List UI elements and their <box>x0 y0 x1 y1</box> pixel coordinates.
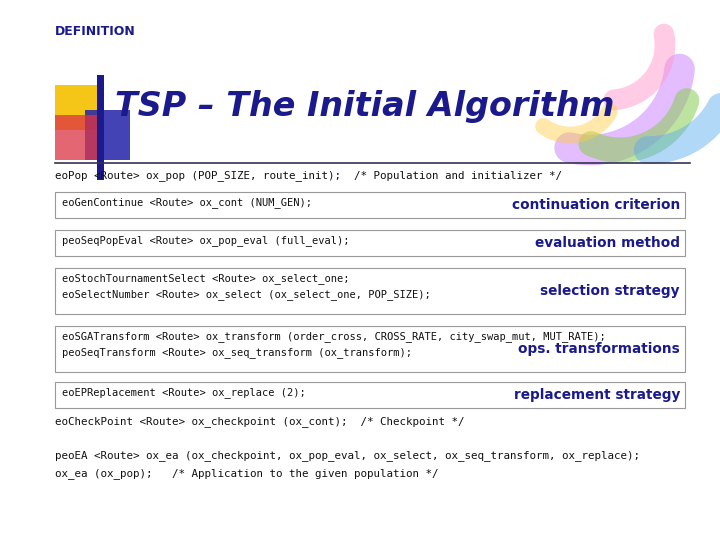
Text: selection strategy: selection strategy <box>541 284 680 298</box>
Text: peoSeqPopEval <Route> ox_pop_eval (full_eval);: peoSeqPopEval <Route> ox_pop_eval (full_… <box>62 235 349 246</box>
FancyBboxPatch shape <box>55 326 685 372</box>
Text: DEFINITION: DEFINITION <box>55 25 136 38</box>
Text: ops. transformations: ops. transformations <box>518 342 680 356</box>
Text: ox_ea (ox_pop);   /* Application to the given population */: ox_ea (ox_pop); /* Application to the gi… <box>55 468 438 479</box>
FancyBboxPatch shape <box>55 85 100 130</box>
Text: eoCheckPoint <Route> ox_checkpoint (ox_cont);  /* Checkpoint */: eoCheckPoint <Route> ox_checkpoint (ox_c… <box>55 416 464 427</box>
Text: eoSGATransform <Route> ox_transform (order_cross, CROSS_RATE, city_swap_mut, MUT: eoSGATransform <Route> ox_transform (ord… <box>62 331 606 357</box>
FancyBboxPatch shape <box>55 268 685 314</box>
Text: continuation criterion: continuation criterion <box>512 198 680 212</box>
Text: eoPop <Route> ox_pop (POP_SIZE, route_init);  /* Population and initializer */: eoPop <Route> ox_pop (POP_SIZE, route_in… <box>55 170 562 181</box>
Text: eoGenContinue <Route> ox_cont (NUM_GEN);: eoGenContinue <Route> ox_cont (NUM_GEN); <box>62 197 312 208</box>
Text: eoEPReplacement <Route> ox_replace (2);: eoEPReplacement <Route> ox_replace (2); <box>62 387 306 398</box>
Text: replacement strategy: replacement strategy <box>513 388 680 402</box>
Text: evaluation method: evaluation method <box>535 236 680 250</box>
FancyBboxPatch shape <box>55 192 685 218</box>
Text: TSP – The Initial Algorithm: TSP – The Initial Algorithm <box>115 90 614 123</box>
FancyBboxPatch shape <box>55 230 685 256</box>
FancyBboxPatch shape <box>55 115 100 160</box>
FancyBboxPatch shape <box>55 382 685 408</box>
FancyBboxPatch shape <box>97 75 104 180</box>
FancyBboxPatch shape <box>85 110 130 160</box>
Text: peoEA <Route> ox_ea (ox_checkpoint, ox_pop_eval, ox_select, ox_seq_transform, ox: peoEA <Route> ox_ea (ox_checkpoint, ox_p… <box>55 450 640 461</box>
Text: eoStochTournamentSelect <Route> ox_select_one;
eoSelectNumber <Route> ox_select : eoStochTournamentSelect <Route> ox_selec… <box>62 273 431 300</box>
